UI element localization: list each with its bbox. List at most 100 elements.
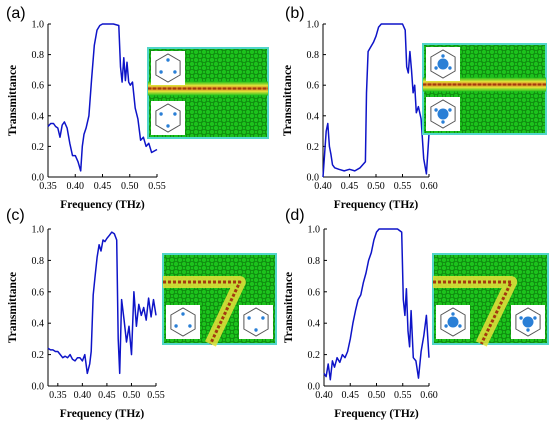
unit-cell-dot — [533, 316, 537, 320]
unit-cell-dot — [441, 54, 445, 58]
inset-waveguide-panel-2 — [162, 253, 277, 347]
x-tick-label: 0.40 — [314, 181, 332, 192]
unit-cell-hexagon — [440, 307, 466, 337]
y-axis-title: Transmittance — [7, 65, 19, 136]
unit-cell-background — [151, 101, 185, 135]
unit-cell-dot — [166, 58, 170, 62]
unit-cell-dot — [188, 324, 192, 328]
inset-beam-core — [163, 280, 242, 345]
y-tick-label: 0.6 — [308, 287, 321, 298]
y-tick-label: 0.6 — [32, 287, 45, 298]
unit-cell-dot — [166, 124, 170, 128]
y-axis-title: Transmittance — [283, 272, 295, 343]
panel-label: (d) — [285, 207, 305, 224]
transmittance-curve — [47, 231, 157, 375]
y-axis-title: Transmittance — [282, 65, 294, 136]
chart-panel-2: (c) 0.0 0.2 0.4 0.6 0.8 1.0 0.35 0.40 0.45 0.50 0.5… — [6, 207, 165, 420]
y-tick-label: 0.4 — [308, 319, 321, 330]
unit-cell-hexagon — [515, 307, 541, 337]
inset-waveguide-panel-3 — [432, 253, 549, 347]
transmittance-curve — [47, 23, 158, 172]
transmittance-curve — [322, 23, 430, 178]
unit-cell-dot — [441, 120, 445, 124]
x-axis-title: Frequency (THz) — [60, 408, 145, 420]
inset-beam-core — [433, 280, 513, 345]
x-tick-label: 0.50 — [367, 181, 385, 192]
x-tick-label: 0.45 — [342, 390, 360, 401]
unit-cell-dot — [254, 328, 258, 332]
unit-cell-hexagon — [243, 307, 269, 337]
unit-cell-center-hole — [437, 58, 449, 70]
unit-cell-hexagon — [430, 99, 456, 129]
y-axis-title: Transmittance — [7, 272, 19, 343]
unit-cell-dot — [434, 66, 438, 70]
inset-waveguide-panel-0 — [147, 47, 269, 139]
x-tick-label: 0.45 — [98, 390, 116, 401]
x-tick-label: 0.55 — [394, 181, 412, 192]
y-tick-label: 0.8 — [32, 256, 45, 267]
y-tick-label: 0.4 — [32, 111, 45, 122]
unit-cell-dot — [159, 70, 163, 74]
x-tick-label: 0.40 — [74, 390, 92, 401]
unit-cell-center-hole — [447, 316, 459, 328]
unit-cell-dot — [526, 328, 530, 332]
x-tick-label: 0.55 — [394, 390, 412, 401]
x-tick-label: 0.35 — [49, 390, 67, 401]
x-axis-title: Frequency (THz) — [60, 199, 145, 211]
unit-cell-hexagon — [170, 307, 196, 337]
y-tick-label: 0.8 — [308, 256, 321, 267]
y-tick-label: 0.4 — [32, 319, 45, 330]
unit-cell-dot — [448, 108, 452, 112]
chart-panel-0: (a) 0.0 0.2 0.4 0.6 0.8 1.0 0.35 0.40 0.45 0.50 0.5… — [6, 5, 166, 211]
unit-cell-dot — [458, 324, 462, 328]
x-tick-label: 0.50 — [123, 390, 141, 401]
y-tick-label: 0.0 — [32, 382, 45, 393]
unit-cell-dot — [181, 312, 185, 316]
x-tick-label: 0.55 — [147, 390, 165, 401]
x-tick-label: 0.40 — [67, 181, 85, 192]
chart-panel-3: (d) 0.0 0.2 0.4 0.6 0.8 1.0 0.40 0.45 0.50 0.55 0.6… — [283, 207, 438, 420]
x-tick-label: 0.60 — [420, 181, 438, 192]
unit-cell-dot — [173, 112, 177, 116]
y-tick-label: 1.0 — [307, 20, 320, 31]
unit-cell-dot — [174, 324, 178, 328]
y-tick-label: 0.8 — [32, 50, 45, 61]
y-tick-label: 0.2 — [32, 142, 45, 153]
unit-cell-background — [166, 305, 200, 339]
unit-cell-dot — [444, 324, 448, 328]
unit-cell-dot — [451, 312, 455, 316]
chart-panel-1: (b) 0.0 0.2 0.4 0.6 0.8 1.0 0.40 0.45 0.50 0.55 0.6… — [282, 5, 438, 211]
x-tick-label: 0.45 — [94, 181, 112, 192]
panel-label: (a) — [6, 5, 26, 22]
unit-cell-dot — [434, 108, 438, 112]
unit-cell-dot — [519, 316, 523, 320]
transmittance-curve — [323, 228, 430, 381]
unit-cell-center-hole — [522, 316, 534, 328]
y-tick-label: 0.6 — [307, 81, 320, 92]
y-tick-label: 0.2 — [307, 142, 320, 153]
y-tick-label: 0.8 — [307, 50, 320, 61]
unit-cell-dot — [247, 316, 251, 320]
x-tick-label: 0.50 — [121, 181, 139, 192]
unit-cell-hexagon — [155, 53, 181, 83]
y-tick-label: 1.0 — [32, 20, 45, 31]
x-tick-label: 0.60 — [420, 390, 438, 401]
x-tick-label: 0.45 — [341, 181, 359, 192]
x-axis-title: Frequency (THz) — [334, 408, 419, 420]
y-tick-label: 0.6 — [32, 81, 45, 92]
inset-waveguide-panel-1 — [422, 43, 547, 135]
y-tick-label: 0.2 — [308, 350, 321, 361]
unit-cell-dot — [448, 66, 452, 70]
panel-label: (c) — [6, 207, 25, 224]
y-tick-label: 0.0 — [307, 173, 320, 184]
unit-cell-hexagon — [430, 49, 456, 79]
y-tick-label: 1.0 — [32, 225, 45, 236]
unit-cell-background — [239, 305, 273, 339]
x-tick-label: 0.35 — [39, 181, 57, 192]
y-tick-label: 1.0 — [308, 225, 321, 236]
unit-cell-hexagon — [155, 103, 181, 133]
x-tick-label: 0.40 — [315, 390, 333, 401]
y-tick-label: 0.4 — [307, 111, 320, 122]
y-tick-label: 0.2 — [32, 350, 45, 361]
